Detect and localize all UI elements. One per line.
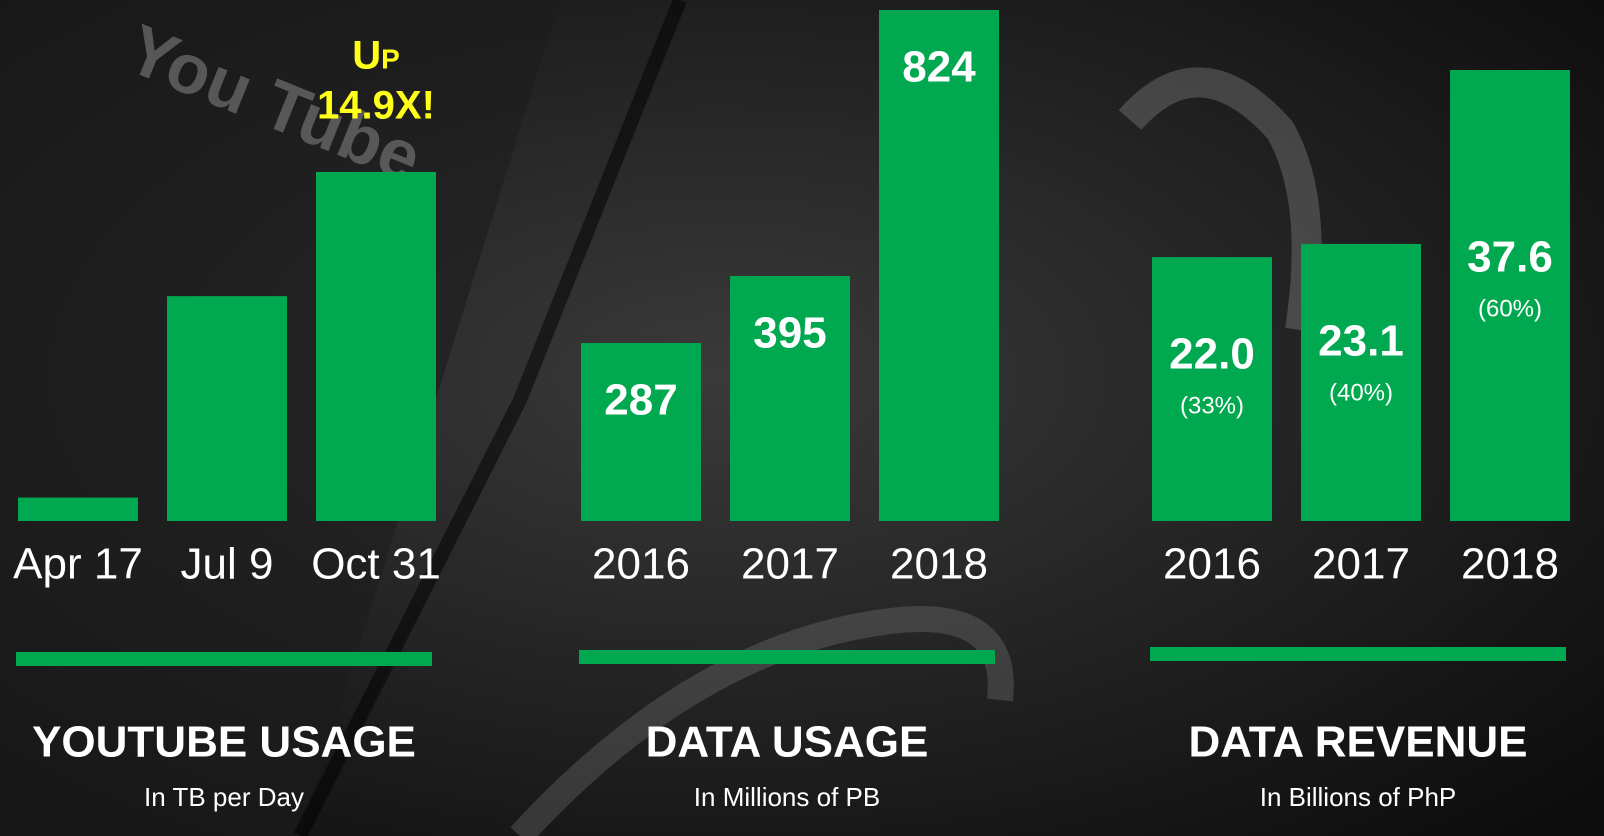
bar xyxy=(316,172,436,521)
bar xyxy=(1450,70,1570,521)
chart-title: DATA REVENUE xyxy=(1189,718,1528,767)
bar xyxy=(879,10,999,521)
earphone-shape xyxy=(510,606,1014,836)
chart-title: YOUTUBE USAGE xyxy=(32,718,416,767)
phone-edge xyxy=(293,0,687,836)
data-label: 395 xyxy=(753,309,826,358)
chart-title: DATA USAGE xyxy=(646,718,929,767)
bar xyxy=(581,343,701,521)
annotation: 14.9X! xyxy=(317,84,435,128)
x-tick-label: 2016 xyxy=(592,540,690,589)
divider xyxy=(1150,647,1566,661)
divider xyxy=(16,652,432,666)
x-tick-label: 2017 xyxy=(741,540,839,589)
chart-subtitle: In Billions of PhP xyxy=(1260,782,1457,812)
chart-subtitle: In Millions of PB xyxy=(694,782,880,812)
share-label: (60%) xyxy=(1478,295,1542,322)
x-tick-label: 2018 xyxy=(1461,540,1559,589)
x-tick-label: 2018 xyxy=(890,540,988,589)
x-tick-label: 2016 xyxy=(1163,540,1261,589)
data-label: 22.0 xyxy=(1169,330,1255,379)
bar xyxy=(167,296,287,521)
chart-subtitle: In TB per Day xyxy=(144,782,304,812)
bar xyxy=(1301,243,1421,522)
x-tick-label: 2017 xyxy=(1312,540,1410,589)
data-label: 37.6 xyxy=(1467,233,1553,282)
share-label: (33%) xyxy=(1180,392,1244,419)
data-label: 824 xyxy=(902,43,976,92)
annotation: Up xyxy=(352,34,400,78)
x-tick-label: Apr 17 xyxy=(13,540,143,589)
data-label: 23.1 xyxy=(1318,317,1404,366)
x-tick-label: Oct 31 xyxy=(311,540,441,589)
x-tick-label: Jul 9 xyxy=(181,540,274,589)
bar xyxy=(1152,257,1272,521)
share-label: (40%) xyxy=(1329,379,1393,406)
data-label: 287 xyxy=(604,376,677,425)
bar xyxy=(18,497,138,521)
bar xyxy=(730,276,850,521)
divider xyxy=(579,650,995,664)
